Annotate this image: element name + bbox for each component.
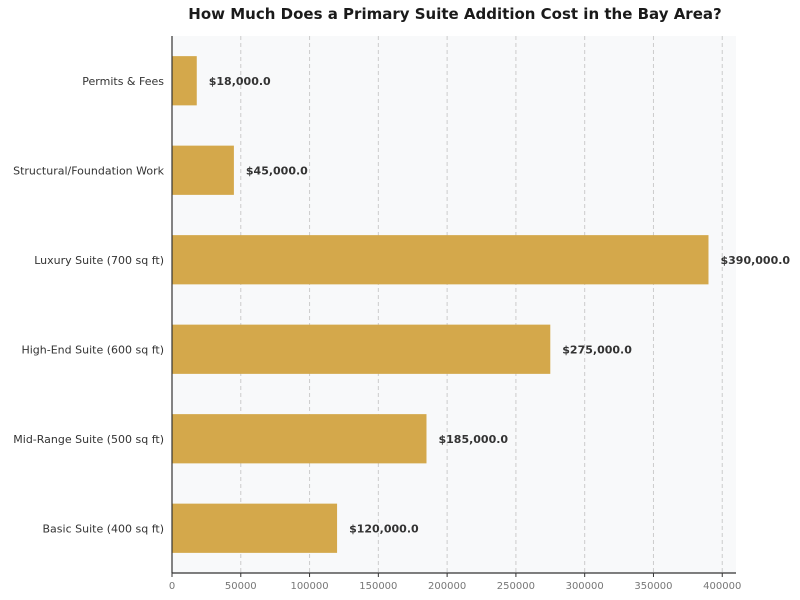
- category-label-4: Structural/Foundation Work: [13, 164, 165, 177]
- x-tick-label-7: 350000: [634, 581, 672, 592]
- bar-0: [172, 503, 338, 553]
- x-tick-label-0: 0: [169, 581, 175, 592]
- value-label-2: $275,000.0: [562, 343, 632, 356]
- category-label-5: Permits & Fees: [82, 75, 164, 88]
- x-tick-label-2: 100000: [290, 581, 328, 592]
- category-label-2: High-End Suite (600 sq ft): [21, 343, 164, 356]
- x-tick-label-1: 50000: [225, 581, 257, 592]
- value-label-4: $45,000.0: [246, 164, 308, 177]
- bar-3: [172, 235, 709, 285]
- value-label-3: $390,000.0: [720, 254, 790, 267]
- value-label-0: $120,000.0: [349, 522, 419, 535]
- value-label-1: $185,000.0: [438, 433, 508, 446]
- category-label-0: Basic Suite (400 sq ft): [43, 522, 164, 535]
- bar-1: [172, 414, 427, 464]
- value-label-5: $18,000.0: [209, 75, 271, 88]
- category-label-3: Luxury Suite (700 sq ft): [34, 254, 164, 267]
- x-tick-label-6: 300000: [566, 581, 604, 592]
- chart-title: How Much Does a Primary Suite Addition C…: [188, 5, 722, 23]
- plot-background: [172, 36, 736, 573]
- bar-5: [172, 56, 197, 106]
- bar-4: [172, 145, 234, 195]
- x-tick-label-4: 200000: [428, 581, 466, 592]
- x-tick-label-3: 150000: [359, 581, 397, 592]
- x-tick-label-8: 400000: [703, 581, 741, 592]
- x-tick-label-5: 250000: [497, 581, 535, 592]
- category-label-1: Mid-Range Suite (500 sq ft): [13, 433, 164, 446]
- bar-2: [172, 324, 551, 374]
